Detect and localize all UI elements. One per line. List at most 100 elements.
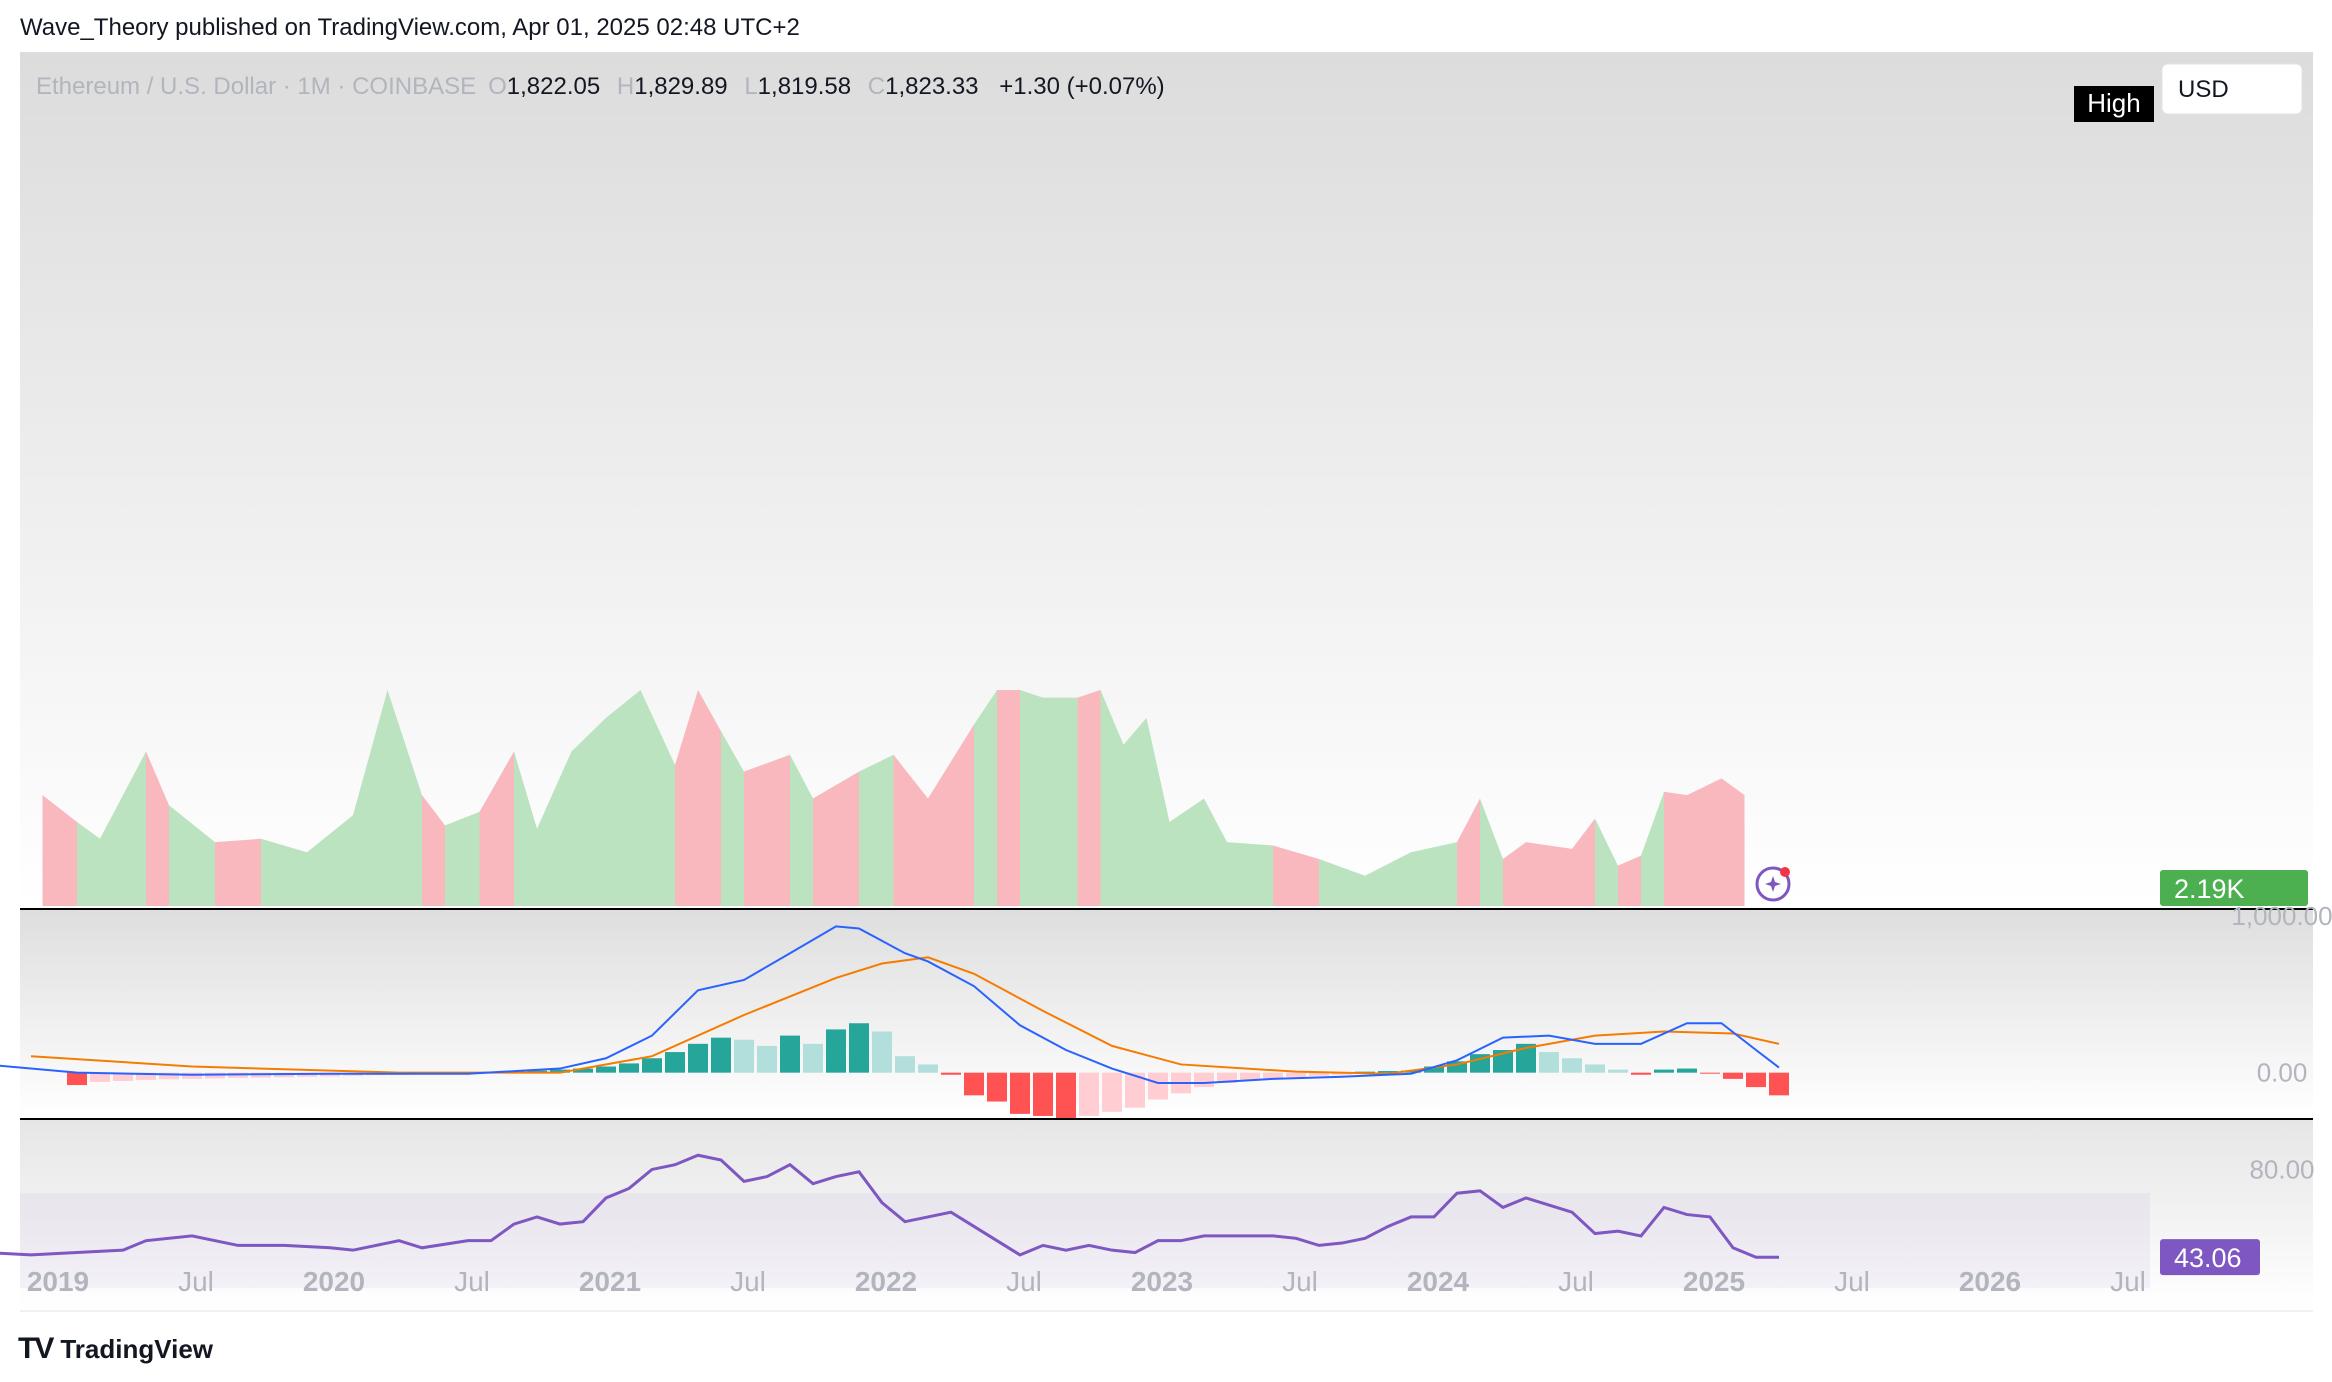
high-tag: High — [2074, 86, 2154, 122]
macd-histogram-bar — [1677, 1068, 1697, 1073]
volume-segment — [606, 690, 641, 906]
macd-histogram-bar — [895, 1056, 915, 1073]
volume-segment — [77, 822, 100, 906]
volume-badge-text: 2.19K — [2174, 874, 2245, 904]
macd-histogram-bar — [596, 1066, 616, 1073]
macd-histogram-bar — [1033, 1072, 1053, 1116]
macd-histogram-bar — [757, 1045, 777, 1073]
macd-histogram-bar — [1585, 1064, 1605, 1073]
volume-segment — [514, 751, 537, 906]
macd-histogram-bar — [182, 1072, 202, 1079]
publisher-name[interactable]: Wave_Theory — [20, 14, 169, 41]
volume-segment — [928, 724, 974, 906]
volume-segment — [1721, 778, 1745, 906]
volume-segment — [1572, 818, 1595, 906]
macd-histogram-bar — [1125, 1072, 1145, 1108]
macd-histogram-bar — [573, 1068, 593, 1073]
sparkle-icon[interactable] — [1755, 866, 1791, 902]
rsi-pane-background — [20, 1120, 2313, 1310]
volume-segment — [997, 690, 1020, 906]
macd-histogram-bar — [1700, 1072, 1720, 1074]
macd-histogram-bar — [964, 1072, 984, 1096]
volume-segment — [1100, 690, 1124, 906]
volume-segment — [1227, 842, 1273, 906]
time-tick-label: Jul — [1558, 1266, 1594, 1297]
rsi-badge: 43.06 — [2160, 1239, 2260, 1276]
macd-histogram-bar — [1332, 1072, 1352, 1075]
legend-open-value: 1,822.05 — [507, 73, 600, 100]
time-tick-label: Jul — [178, 1266, 214, 1297]
volume-segment — [698, 690, 721, 906]
rsi-tick-label: 80.00 — [2249, 1154, 2314, 1184]
macd-tick-label: 0.00 — [2257, 1058, 2308, 1088]
legend-open-label: O — [488, 73, 507, 100]
macd-histogram-bar — [1194, 1072, 1214, 1088]
macd-histogram-bar — [1401, 1070, 1421, 1073]
macd-histogram-bar — [1148, 1072, 1168, 1100]
time-tick-label: 2023 — [1131, 1266, 1193, 1297]
time-tick-label: Jul — [1006, 1266, 1042, 1297]
macd-histogram-bar — [1539, 1052, 1559, 1073]
macd-histogram-bar — [67, 1072, 87, 1086]
macd-tick-label: 1,000.00 — [2231, 901, 2332, 931]
macd-histogram-bar — [1516, 1043, 1536, 1073]
volume-segment — [1020, 690, 1043, 906]
macd-histogram-bar — [941, 1072, 961, 1075]
macd-histogram-bar — [1355, 1071, 1375, 1073]
time-axis: 2019 Jul 2020 Jul 2021 Jul 2022 Jul 2023 Jul 2024 J… — [27, 1266, 2146, 1297]
time-tick-label: Jul — [1834, 1266, 1870, 1297]
volume-segment — [859, 754, 894, 906]
macd-histogram-bar — [1102, 1072, 1122, 1112]
rsi-band — [20, 1193, 2150, 1289]
macd-histogram-bar — [159, 1072, 179, 1080]
currency-button[interactable]: USD — [2161, 63, 2303, 115]
volume-segment — [1687, 778, 1722, 906]
macd-histogram-bar — [1631, 1072, 1651, 1075]
volume-segment — [146, 751, 169, 906]
time-tick-label: 2021 — [579, 1266, 641, 1297]
time-tick-label: Jul — [730, 1266, 766, 1297]
legend-symbol: Ethereum / U.S. Dollar · 1M · COINBASE — [36, 73, 476, 100]
volume-layer — [42, 690, 1745, 906]
rsi-line — [0, 1153, 1779, 1259]
volume-segment — [813, 771, 859, 906]
macd-histogram-bar — [619, 1063, 639, 1073]
macd-histogram-bar — [1769, 1072, 1789, 1096]
legend-close-value: 1,823.33 — [885, 73, 978, 100]
volume-badge-bg — [2160, 870, 2308, 906]
time-tick-label: Jul — [2110, 1266, 2146, 1297]
volume-segment — [479, 751, 514, 906]
volume-segment — [640, 690, 675, 906]
volume-segment — [261, 838, 307, 906]
volume-segment — [422, 795, 445, 906]
time-tick-label: 2022 — [855, 1266, 917, 1297]
rsi-layer — [0, 1153, 1779, 1259]
volume-badge: 2.19K — [2160, 870, 2308, 906]
currency-button-label[interactable]: USD — [2178, 76, 2229, 103]
volume-segment — [1204, 798, 1227, 906]
rsi-badge-text: 43.06 — [2174, 1243, 2242, 1273]
volume-segment — [1043, 697, 1078, 906]
macd-histogram-bar — [1286, 1072, 1306, 1077]
macd-histogram-bar — [1079, 1072, 1099, 1116]
time-tick-label: 2024 — [1407, 1266, 1470, 1297]
macd-histogram-bar — [1309, 1072, 1329, 1076]
volume-segment — [445, 811, 480, 906]
tradingview-logo[interactable]: TV TradingView — [18, 1332, 213, 1366]
macd-histogram-bar — [136, 1072, 156, 1080]
high-tag-label: High — [2087, 88, 2140, 118]
price-axis: 3,300.002,550.001,950.001,550.001,250.00… — [2231, 901, 2332, 1184]
volume-segment — [1618, 855, 1641, 906]
volume-segment — [537, 751, 572, 906]
price-badges: 4,867.814,384.434,093.883,823.832,768.22… — [2160, 870, 2308, 1276]
volume-segment — [1123, 717, 1147, 906]
legend-low-label: L — [744, 73, 757, 100]
volume-segment — [169, 805, 215, 906]
volume-segment — [307, 815, 353, 906]
macd-layer — [0, 925, 1789, 1118]
macd-histogram-bar — [918, 1064, 938, 1073]
macd-histogram-bar — [1056, 1072, 1076, 1118]
volume-segment — [893, 754, 928, 906]
volume-segment — [1526, 842, 1572, 906]
